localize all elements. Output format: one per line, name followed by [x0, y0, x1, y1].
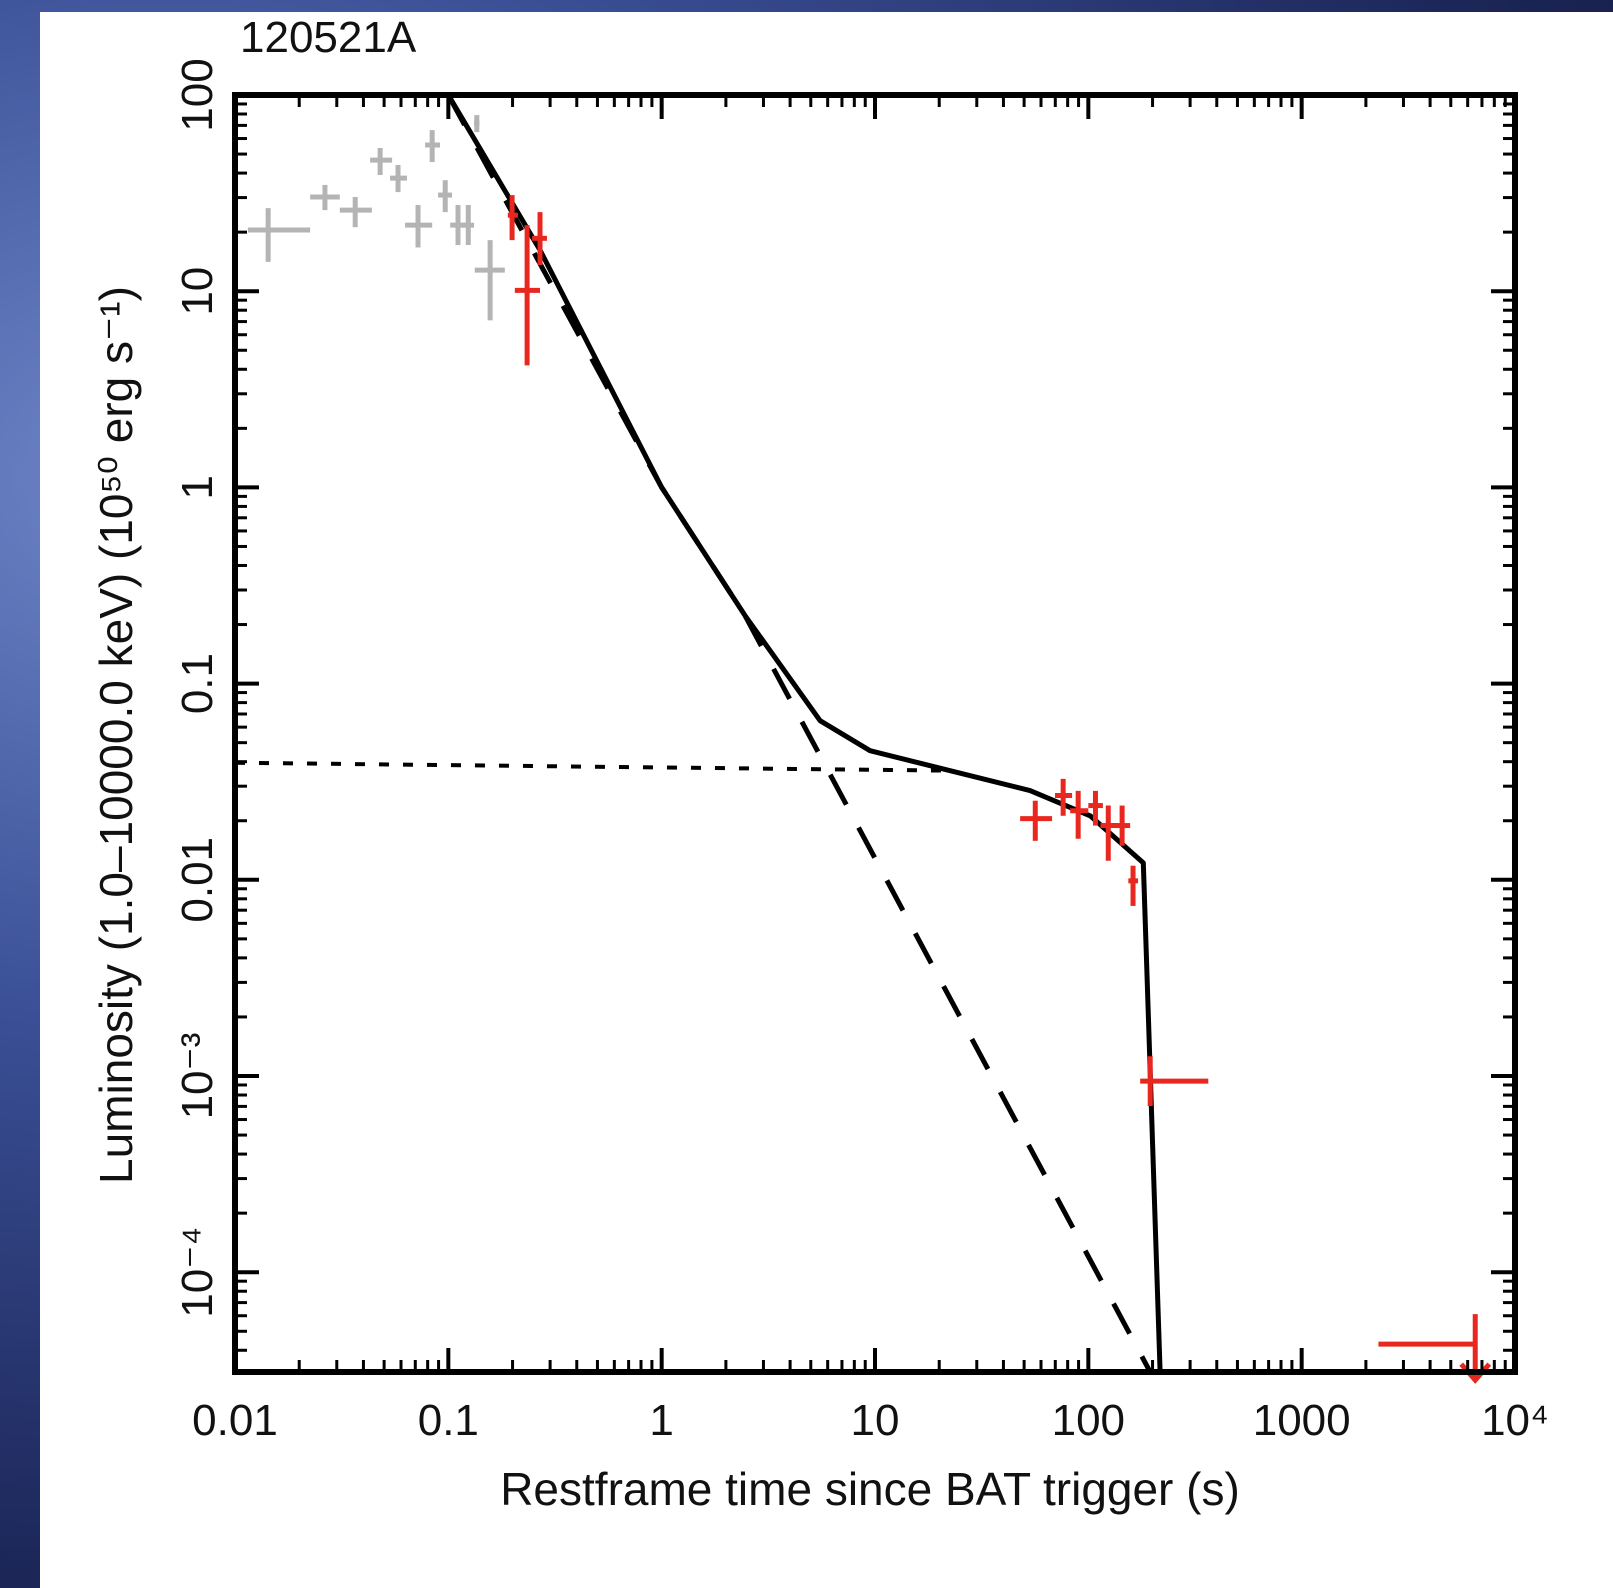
y-tick-label: 1 [173, 475, 222, 499]
x-tick-label: 0.01 [192, 1396, 278, 1445]
y-axis-label: Luminosity (1.0–10000.0 keV) (10⁵⁰ erg s… [90, 286, 142, 1184]
y-tick-label: 100 [173, 58, 222, 131]
y-tick-label: 10⁻³ [173, 1033, 222, 1120]
x-tick-label: 0.1 [418, 1396, 479, 1445]
x-tick-label: 100 [1052, 1396, 1125, 1445]
x-tick-label: 10⁴ [1481, 1396, 1549, 1445]
model-dashed-line [446, 95, 1153, 1372]
chart-title: 120521A [240, 13, 417, 62]
y-tick-label: 0.1 [173, 653, 222, 714]
x-tick-label: 1 [649, 1396, 673, 1445]
x-tick-label: 1000 [1253, 1396, 1351, 1445]
y-tick-label: 10⁻⁴ [173, 1227, 222, 1318]
x-axis-label: Restframe time since BAT trigger (s) [500, 1463, 1240, 1515]
y-tick-label: 10 [173, 267, 222, 316]
y-tick-label: 0.01 [173, 837, 222, 923]
x-tick-label: 10 [851, 1396, 900, 1445]
panel [40, 12, 1613, 1588]
